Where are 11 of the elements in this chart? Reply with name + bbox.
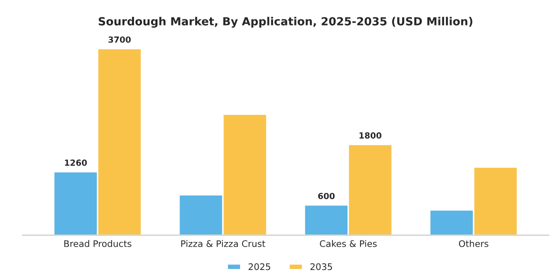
data-label: 1800 xyxy=(360,132,382,139)
x-tick-label: Others xyxy=(458,240,488,248)
data-label: 600 xyxy=(318,192,335,200)
x-tick-label: Cakes & Pies xyxy=(320,240,377,248)
legend-label: 2025 xyxy=(248,263,270,270)
legend-label: 2035 xyxy=(310,263,332,270)
data-label: 1260 xyxy=(65,160,87,166)
chart-title: Sourdough Market, By Application, 2025-2035 (USD Million) xyxy=(98,16,472,28)
data-label: 3700 xyxy=(108,36,131,43)
x-tick-label: Pizza & Pizza Crust xyxy=(181,240,266,248)
x-tick-label: Bread Products xyxy=(64,240,132,248)
